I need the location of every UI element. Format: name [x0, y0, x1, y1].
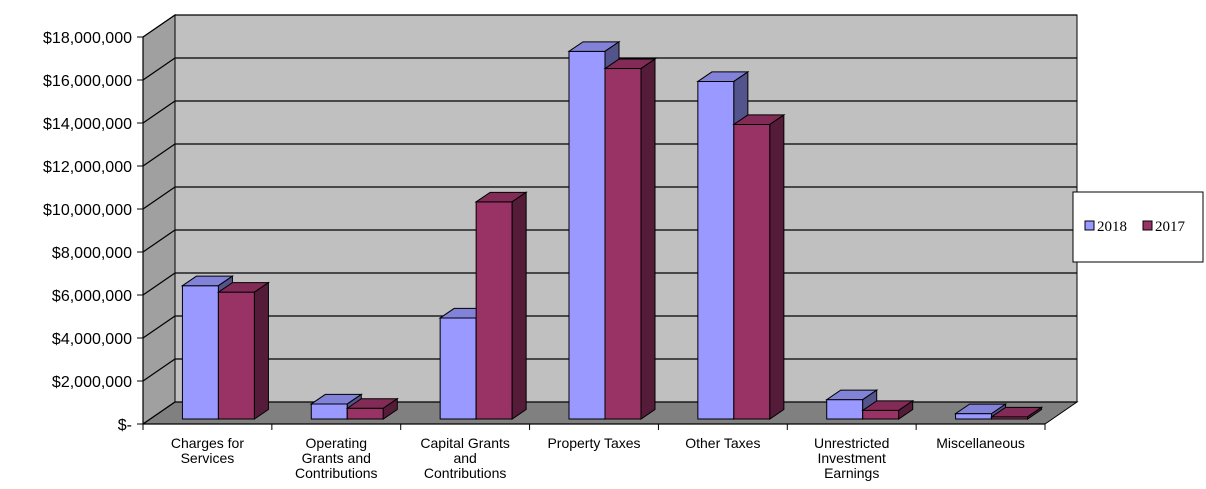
gridline: [142, 14, 1077, 38]
bars: [180, 40, 1044, 420]
x-category-label: Investment: [817, 450, 886, 466]
bar: [603, 58, 657, 420]
bar-front: [310, 403, 348, 420]
x-category-label: and: [453, 450, 476, 466]
bar-side: [640, 58, 656, 420]
gridline: [142, 57, 1077, 81]
legend-swatch: [1084, 220, 1095, 231]
bar-front: [568, 50, 606, 420]
bar-side: [898, 399, 914, 420]
bar: [345, 397, 399, 420]
x-category-label: Operating: [306, 435, 367, 451]
y-tick-label: $18,000,000: [43, 30, 132, 47]
x-category-label: Contributions: [295, 465, 378, 481]
y-tick-label: $16,000,000: [43, 73, 132, 90]
y-axis-tick-labels: $- $2,000,000 $4,000,000 $6,000,000 $8,000,0…: [43, 30, 132, 434]
y-tick-label: $-: [118, 417, 132, 434]
x-category-label: Unrestricted: [814, 435, 889, 451]
bar-front: [697, 80, 735, 420]
x-category-label: Grants and: [302, 450, 371, 466]
legend-box: [1072, 191, 1204, 263]
bar-front: [475, 201, 513, 420]
bar: [216, 281, 271, 420]
x-category-label: Contributions: [424, 465, 507, 481]
bar-front: [826, 399, 864, 420]
y-tick-label: $6,000,000: [52, 288, 132, 305]
x-category-label: Property Taxes: [547, 435, 640, 451]
bar-side: [511, 191, 527, 420]
bar-front: [217, 291, 255, 420]
legend-label: 2017: [1155, 219, 1186, 235]
x-category-label: Capital Grants: [420, 435, 509, 451]
legend-swatch: [1142, 220, 1153, 231]
bar: [732, 113, 786, 420]
bar: [861, 399, 915, 420]
y-tick-label: $4,000,000: [52, 331, 132, 348]
bar-front: [181, 285, 219, 420]
legend-label: 2018: [1097, 219, 1127, 235]
legend-item: 2018: [1084, 219, 1127, 235]
axes: [137, 36, 1046, 430]
y-tick-label: $14,000,000: [43, 116, 132, 133]
x-category-label: Charges for: [171, 435, 244, 451]
x-category-label: Other Taxes: [685, 435, 760, 451]
legend: 2018 2017: [1072, 191, 1204, 263]
y-tick-label: $8,000,000: [52, 245, 132, 262]
bar: [989, 406, 1044, 420]
bar-front: [955, 413, 993, 420]
bar-front: [346, 407, 384, 420]
bar-side: [253, 281, 269, 420]
y-tick-label: $12,000,000: [43, 159, 132, 176]
bar-front: [439, 317, 477, 420]
bar-front: [733, 123, 771, 420]
bar-front: [862, 409, 900, 420]
x-category-label: Services: [181, 450, 235, 466]
x-category-label: Earnings: [824, 465, 879, 481]
legend-item: 2017: [1142, 219, 1186, 235]
bar-front: [604, 68, 642, 420]
x-category-label: Miscellaneous: [936, 435, 1025, 451]
bar-side: [382, 397, 398, 420]
gridline: [142, 100, 1077, 124]
y-tick-label: $2,000,000: [52, 374, 132, 391]
bar: [474, 191, 528, 420]
bar-side: [769, 113, 785, 420]
bar-side: [1027, 406, 1043, 420]
y-tick-label: $10,000,000: [43, 202, 132, 219]
